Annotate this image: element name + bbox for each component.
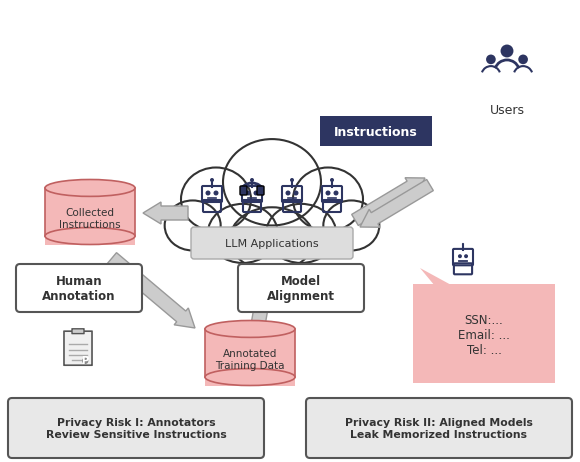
Text: Model
Alignment: Model Alignment bbox=[267, 275, 335, 303]
Ellipse shape bbox=[213, 190, 219, 195]
Ellipse shape bbox=[253, 190, 259, 195]
FancyBboxPatch shape bbox=[8, 398, 264, 458]
Ellipse shape bbox=[205, 369, 295, 385]
FancyBboxPatch shape bbox=[240, 186, 247, 195]
Text: Privacy Risk II: Aligned Models
Leak Memorized Instructions: Privacy Risk II: Aligned Models Leak Mem… bbox=[345, 418, 533, 440]
Text: LLM Applications: LLM Applications bbox=[225, 239, 319, 249]
Ellipse shape bbox=[462, 243, 464, 245]
FancyBboxPatch shape bbox=[306, 398, 572, 458]
Ellipse shape bbox=[82, 358, 88, 364]
Polygon shape bbox=[251, 268, 276, 326]
Ellipse shape bbox=[45, 228, 135, 244]
Ellipse shape bbox=[330, 178, 334, 182]
Ellipse shape bbox=[458, 254, 462, 258]
Ellipse shape bbox=[223, 139, 321, 225]
FancyBboxPatch shape bbox=[72, 329, 84, 334]
Ellipse shape bbox=[290, 178, 294, 182]
Ellipse shape bbox=[501, 44, 513, 57]
Polygon shape bbox=[107, 253, 195, 328]
Ellipse shape bbox=[181, 168, 251, 231]
Bar bbox=[205, 329, 295, 385]
Polygon shape bbox=[360, 179, 433, 227]
Ellipse shape bbox=[266, 204, 336, 263]
Ellipse shape bbox=[45, 180, 135, 196]
Text: Collected
Instructions: Collected Instructions bbox=[59, 208, 121, 230]
Ellipse shape bbox=[519, 55, 528, 64]
Polygon shape bbox=[420, 268, 453, 286]
Ellipse shape bbox=[323, 201, 379, 250]
Ellipse shape bbox=[165, 201, 220, 250]
FancyBboxPatch shape bbox=[16, 264, 142, 312]
Ellipse shape bbox=[464, 254, 468, 258]
FancyBboxPatch shape bbox=[413, 284, 555, 383]
Ellipse shape bbox=[334, 190, 339, 195]
FancyBboxPatch shape bbox=[320, 116, 432, 146]
FancyBboxPatch shape bbox=[257, 186, 264, 195]
Ellipse shape bbox=[230, 207, 314, 271]
Ellipse shape bbox=[325, 190, 331, 195]
Ellipse shape bbox=[205, 190, 211, 195]
Ellipse shape bbox=[486, 55, 496, 64]
Ellipse shape bbox=[250, 178, 254, 182]
FancyBboxPatch shape bbox=[64, 331, 92, 365]
Text: Annotated
Training Data: Annotated Training Data bbox=[215, 349, 285, 371]
Text: SSN:...
Email: ...
Tel: ...: SSN:... Email: ... Tel: ... bbox=[458, 314, 510, 357]
Ellipse shape bbox=[210, 178, 214, 182]
Text: P: P bbox=[82, 356, 89, 366]
Text: Human
Annotation: Human Annotation bbox=[42, 275, 116, 303]
Bar bbox=[45, 188, 135, 244]
Ellipse shape bbox=[293, 190, 299, 195]
Text: Privacy Risk I: Annotators
Review Sensitive Instructions: Privacy Risk I: Annotators Review Sensit… bbox=[46, 418, 226, 440]
Polygon shape bbox=[143, 202, 188, 224]
Text: Users: Users bbox=[490, 103, 524, 116]
Text: Instructions: Instructions bbox=[334, 127, 418, 140]
Ellipse shape bbox=[245, 190, 251, 195]
Polygon shape bbox=[351, 178, 425, 225]
Ellipse shape bbox=[208, 204, 278, 263]
Ellipse shape bbox=[205, 321, 295, 337]
FancyBboxPatch shape bbox=[191, 227, 353, 259]
FancyBboxPatch shape bbox=[238, 264, 364, 312]
Ellipse shape bbox=[285, 190, 291, 195]
Ellipse shape bbox=[293, 168, 363, 231]
